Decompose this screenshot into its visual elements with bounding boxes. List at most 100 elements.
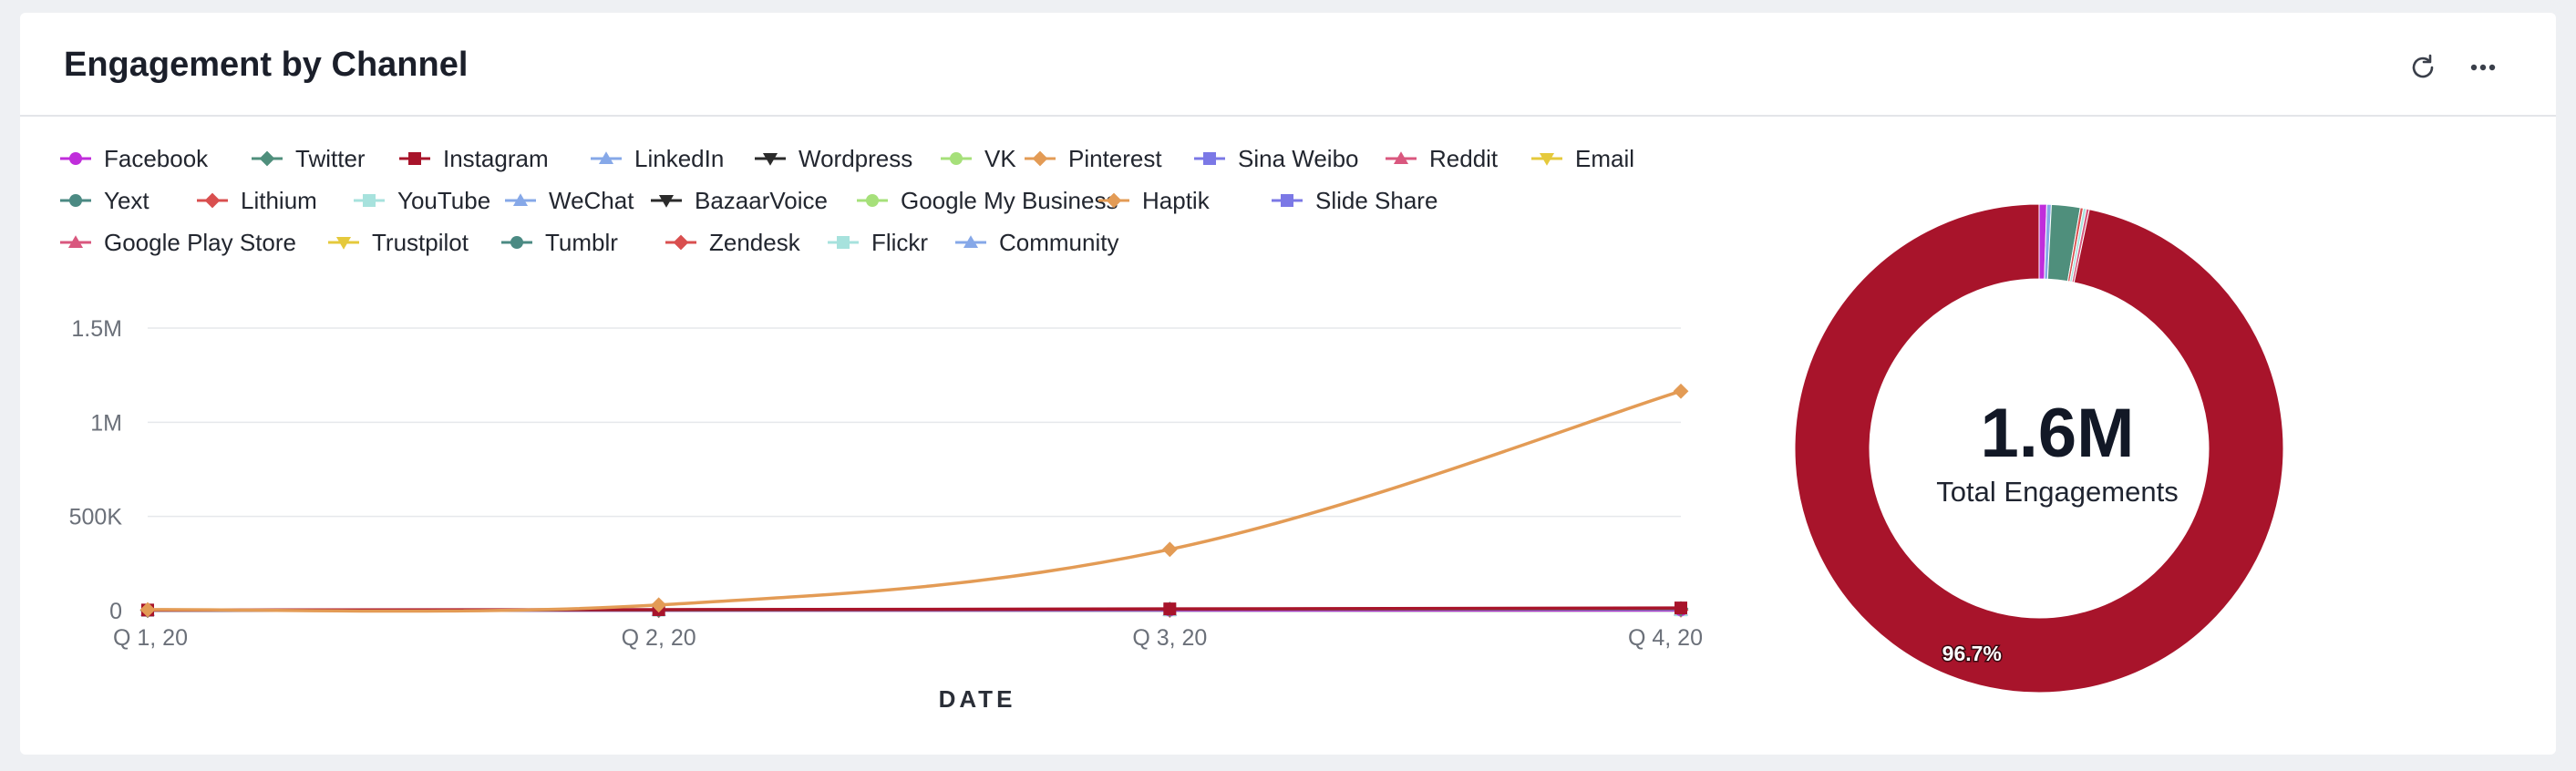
data-point[interactable] [1161,541,1178,558]
x-tick-label: Q 4, 20 [1628,625,1703,651]
legend-marker-icon [955,235,986,248]
legend-label: Sina Weibo [1238,144,1359,172]
legend-item-wechat[interactable]: WeChat [505,182,634,219]
legend-item-youtube[interactable]: YouTube [354,182,490,219]
total-engagements-value: 1.6M [1980,395,2135,472]
legend-marker-icon [1025,150,1056,167]
legend-item-tumblr[interactable]: Tumblr [501,224,618,261]
legend-item-flickr[interactable]: Flickr [828,224,928,261]
y-tick-label: 1M [90,410,122,436]
donut-center: 1.6M Total Engagements [1889,396,2226,509]
legend-marker-icon [354,194,385,207]
legend-marker-icon [1272,194,1303,207]
legend-marker-icon [857,194,888,207]
card-header: Engagement by Channel [20,13,2556,117]
y-tick-label: 500K [69,505,123,530]
legend-item-slide-share[interactable]: Slide Share [1272,182,1437,219]
legend-label: Pinterest [1068,144,1162,172]
legend-item-reddit[interactable]: Reddit [1386,140,1498,177]
legend-item-email[interactable]: Email [1531,140,1634,177]
data-point[interactable] [1163,602,1177,616]
legend-item-yext[interactable]: Yext [60,182,149,219]
legend-item-twitter[interactable]: Twitter [252,140,366,177]
legend-item-vk[interactable]: VK [941,140,1016,177]
legend-label: Yext [104,186,149,214]
legend-label: Slide Share [1315,186,1438,214]
legend-item-lithium[interactable]: Lithium [197,182,317,219]
legend-item-community[interactable]: Community [955,224,1118,261]
legend-marker-icon [197,192,228,209]
x-tick-label: Q 2, 20 [622,625,696,651]
donut-slice-instagram[interactable] [1794,203,2284,694]
legend-item-pinterest[interactable]: Pinterest [1025,140,1162,177]
legend-label: YouTube [397,186,491,214]
legend-label: Trustpilot [372,228,469,256]
legend-marker-icon [252,150,283,167]
legend-marker-icon [941,152,972,165]
engagement-card: Engagement by Channel Facebook Twitter Ins… [20,13,2556,755]
data-point[interactable] [1673,383,1689,399]
legend-item-sina-weibo[interactable]: Sina Weibo [1194,140,1359,177]
x-tick-label: Q 3, 20 [1132,625,1207,651]
legend-label: Community [999,228,1119,256]
legend-label: Lithium [241,186,317,214]
legend-item-google-my-business[interactable]: Google My Business [857,182,1118,219]
legend-marker-icon [60,235,91,248]
data-point[interactable] [139,601,156,618]
legend-item-linkedin[interactable]: LinkedIn [591,140,724,177]
legend-marker-icon [1386,151,1417,164]
legend-label: Twitter [295,144,366,172]
legend-marker-icon [60,194,91,207]
data-point[interactable] [651,597,667,613]
legend-item-haptik[interactable]: Haptik [1098,182,1210,219]
legend-marker-icon [1194,152,1225,165]
legend-label: Flickr [871,228,929,256]
legend-label: LinkedIn [634,144,725,172]
legend-item-wordpress[interactable]: Wordpress [755,140,912,177]
engagement-charts: 0 500K 1M 1.5M Q 1, 20 Q 2, 20 Q 3, 20 Q 4, 20 9… [69,203,2284,694]
more-options-button[interactable] [2463,47,2503,87]
legend-item-bazaarvoice[interactable]: BazaarVoice [651,182,828,219]
legend-label: BazaarVoice [695,186,828,214]
legend-marker-icon [328,237,359,250]
legend-marker-icon [665,234,696,251]
legend-marker-icon [399,152,430,165]
legend-label: Zendesk [709,228,800,256]
legend-label: Instagram [443,144,549,172]
x-tick-label: Q 1, 20 [113,625,188,651]
donut-slice-label: 96.7% [1942,642,2002,665]
x-axis-title: DATE [938,685,1016,713]
legend-marker-icon [651,195,682,208]
legend-label: Haptik [1142,186,1210,214]
series-instagram[interactable] [141,601,1687,617]
legend-item-facebook[interactable]: Facebook [60,140,208,177]
legend-item-google-play-store[interactable]: Google Play Store [60,224,296,261]
legend-marker-icon [828,236,859,249]
legend-marker-icon [1098,192,1129,209]
legend-item-instagram[interactable]: Instagram [399,140,549,177]
series-pinterest[interactable] [139,383,1689,618]
refresh-button[interactable] [2403,47,2443,87]
legend-item-trustpilot[interactable]: Trustpilot [328,224,469,261]
legend-item-zendesk[interactable]: Zendesk [665,224,800,261]
donut-chart: 96.7% [1794,203,2284,694]
y-tick-label: 0 [109,599,122,624]
legend-marker-icon [755,153,786,166]
data-point[interactable] [1674,601,1687,615]
legend-label: Facebook [104,144,209,172]
legend-marker-icon [591,151,622,164]
legend-marker-icon [505,193,536,206]
legend-label: Reddit [1429,144,1499,172]
legend-marker-icon [60,152,91,165]
legend-label: Google Play Store [104,228,297,256]
refresh-icon [2412,54,2434,78]
legend-label: Google My Business [901,186,1118,214]
legend-marker-icon [501,236,532,249]
more-horizontal-icon [2470,64,2496,71]
card-title: Engagement by Channel [64,46,469,84]
legend-label: Wordpress [799,144,913,172]
legend-label: VK [984,144,1016,172]
total-engagements-label: Total Engagements [1936,476,2179,508]
series-line [147,389,1682,613]
x-axis: Q 1, 20 Q 2, 20 Q 3, 20 Q 4, 20 [113,625,1703,651]
